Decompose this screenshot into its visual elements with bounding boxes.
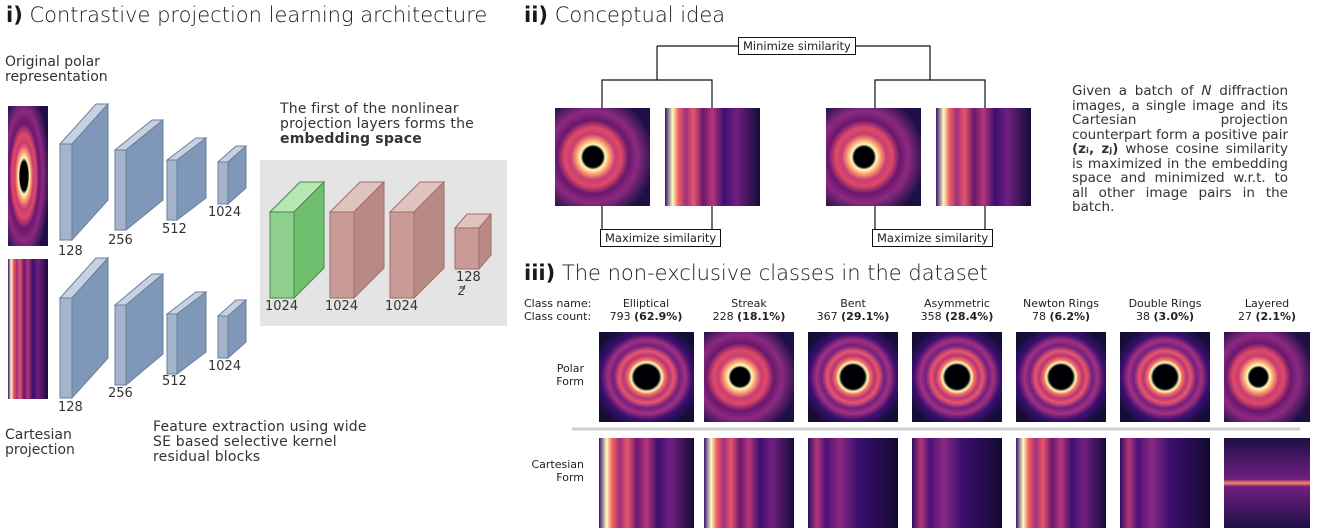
- encoder-stack-top: [58, 102, 248, 242]
- elliptical-cartesian-image: [599, 438, 694, 528]
- z-vector-symbol: z⃗: [458, 284, 465, 299]
- panel-ii-number: ii): [524, 3, 548, 27]
- desc-part-b: diffraction images, a single image and i…: [1072, 83, 1289, 143]
- pair-b-polar-image: [826, 108, 921, 206]
- embedding-space-note: The first of the nonlinear projection la…: [280, 102, 480, 147]
- bent-polar-image: [808, 332, 898, 422]
- pair-a-polar-image: [555, 108, 650, 206]
- class-name: Elliptical: [622, 297, 670, 310]
- dim-label-1024-top: 1024: [208, 205, 242, 220]
- dim-label-256-top: 256: [108, 233, 133, 248]
- dim-label-256-bottom: 256: [108, 386, 133, 401]
- proj-dim-1: 1024: [265, 299, 299, 314]
- panel-iii-title-text: The non-exclusive classes in the dataset: [561, 261, 988, 285]
- class-header-streak: Streak 228 (18.1%): [699, 297, 799, 323]
- asymmetric-cartesian-image: [912, 438, 1002, 528]
- class-count: 367: [816, 310, 838, 323]
- pair-b-cartesian-image: [936, 108, 1031, 206]
- double-rings-cartesian-image: [1120, 438, 1210, 528]
- layered-cartesian-image: [1224, 438, 1310, 528]
- class-name-label: Class name:: [524, 297, 592, 310]
- embedding-note-bold: embedding space: [280, 131, 422, 147]
- dim-label-128-bottom: 128: [58, 400, 83, 415]
- streak-polar-image: [704, 332, 794, 422]
- input-polar-image: [8, 106, 48, 246]
- class-count: 358: [920, 310, 942, 323]
- class-percent: (2.1%): [1255, 310, 1297, 323]
- class-count: 27: [1237, 310, 1252, 323]
- class-percent: (29.1%): [841, 310, 890, 323]
- class-header-double-rings: Double Rings 38 (3.0%): [1115, 297, 1215, 323]
- class-name: Double Rings: [1128, 297, 1202, 310]
- embedding-note-plain: The first of the nonlinear projection la…: [280, 101, 474, 132]
- desc-part-a: Given a batch of: [1072, 83, 1194, 99]
- proj-dim-3: 1024: [385, 299, 419, 314]
- class-percent: (28.4%): [945, 310, 994, 323]
- panel-iii-number: iii): [524, 261, 556, 285]
- pair-a-cartesian-image: [665, 108, 760, 206]
- bent-cartesian-image: [808, 438, 898, 528]
- desc-batch-symbol: N: [1201, 83, 1212, 99]
- dim-label-128-top: 128: [58, 244, 83, 259]
- input-cartesian-label: Cartesian projection: [5, 427, 75, 458]
- class-header-labels: Class name: Class count:: [524, 297, 591, 323]
- dim-label-512-top: 512: [162, 222, 187, 237]
- class-image-grid: [572, 332, 1310, 528]
- row-label-cartesian: Cartesian Form: [531, 458, 584, 484]
- class-count: 78: [1031, 310, 1046, 323]
- panel-iii-title: iii) The non-exclusive classes in the da…: [524, 261, 988, 285]
- class-percent: (18.1%): [737, 310, 786, 323]
- minimize-similarity-box: Minimize similarity: [738, 37, 856, 55]
- feature-extraction-note: Feature extraction using wide SE based s…: [153, 419, 367, 465]
- class-header-bent: Bent 367 (29.1%): [803, 297, 903, 323]
- elliptical-polar-image: [599, 332, 694, 422]
- layered-polar-image: [1224, 332, 1310, 422]
- dim-label-512-bottom: 512: [162, 374, 187, 389]
- maximize-similarity-box-right: Maximize similarity: [872, 229, 994, 247]
- class-count: 38: [1135, 310, 1150, 323]
- panel-i-number: i): [6, 3, 23, 27]
- class-header-newton-rings: Newton Rings 78 (6.2%): [1011, 297, 1111, 323]
- class-percent: (6.2%): [1049, 310, 1091, 323]
- class-count: 228: [712, 310, 734, 323]
- panel-i-title-text: Contrastive projection learning architec…: [29, 3, 488, 27]
- class-header-asymmetric: Asymmetric 358 (28.4%): [907, 297, 1007, 323]
- class-percent: (62.9%): [634, 310, 683, 323]
- double-rings-polar-image: [1120, 332, 1210, 422]
- class-percent: (3.0%): [1153, 310, 1195, 323]
- maximize-similarity-box-left: Maximize similarity: [600, 229, 722, 247]
- class-name: Asymmetric: [924, 297, 990, 310]
- similarity-connectors: [601, 45, 986, 230]
- conceptual-description: Given a batch of N diffraction images, a…: [1072, 84, 1288, 215]
- class-name: Streak: [731, 297, 767, 310]
- newton-rings-polar-image: [1016, 332, 1106, 422]
- projection-layer-blocks: [328, 180, 493, 300]
- asymmetric-polar-image: [912, 332, 1002, 422]
- dim-label-1024-bottom: 1024: [208, 359, 242, 374]
- input-cartesian-image: [8, 259, 48, 399]
- desc-pair-symbol: (zᵢ, zⱼ): [1072, 141, 1119, 157]
- class-count-label: Class count:: [524, 310, 592, 323]
- proj-dim-4: 128: [456, 270, 481, 285]
- class-header-layered: Layered 27 (2.1%): [1217, 297, 1317, 323]
- input-polar-label: Original polar representation: [5, 54, 108, 85]
- panel-ii-title: ii) Conceptual idea: [524, 3, 725, 27]
- class-name: Layered: [1244, 297, 1290, 310]
- class-name: Bent: [840, 297, 866, 310]
- panel-i-title: i) Contrastive projection learning archi…: [6, 3, 487, 27]
- newton-rings-cartesian-image: [1016, 438, 1106, 528]
- embedding-layer-block: [268, 180, 326, 300]
- row-label-polar: Polar Form: [556, 362, 584, 388]
- encoder-stack-bottom: [58, 256, 248, 400]
- class-count: 793: [609, 310, 631, 323]
- streak-cartesian-image: [704, 438, 794, 528]
- proj-dim-2: 1024: [325, 299, 359, 314]
- panel-ii-title-text: Conceptual idea: [554, 3, 726, 27]
- class-header-elliptical: Elliptical 793 (62.9%): [596, 297, 696, 323]
- desc-part-c: whose cosine similarity is maximized in …: [1072, 141, 1289, 215]
- class-name: Newton Rings: [1023, 297, 1099, 310]
